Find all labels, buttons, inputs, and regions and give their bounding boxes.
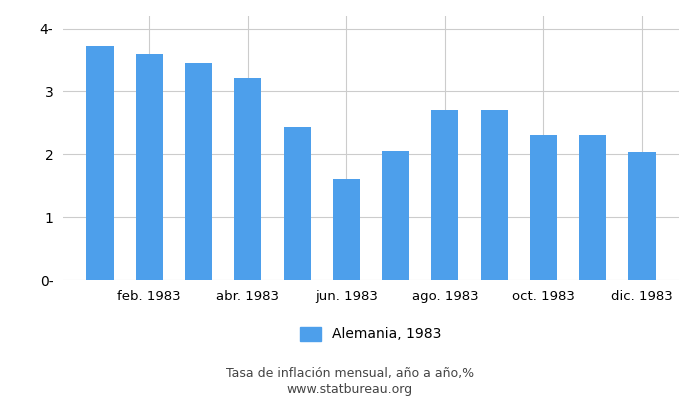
Bar (234, 78, 261, 280)
Text: www.statbureau.org: www.statbureau.org (287, 384, 413, 396)
Bar (431, 110, 458, 280)
Bar (136, 54, 163, 280)
Bar (382, 151, 410, 280)
Bar (332, 180, 360, 280)
Bar (530, 136, 557, 280)
Bar (86, 46, 113, 280)
Text: Tasa de inflación mensual, año a año,%: Tasa de inflación mensual, año a año,% (226, 368, 474, 380)
Legend: Alemania, 1983: Alemania, 1983 (295, 321, 447, 347)
Bar (629, 152, 656, 280)
Bar (481, 110, 508, 280)
Bar (579, 136, 606, 280)
Bar (284, 127, 311, 280)
Bar (185, 63, 212, 280)
